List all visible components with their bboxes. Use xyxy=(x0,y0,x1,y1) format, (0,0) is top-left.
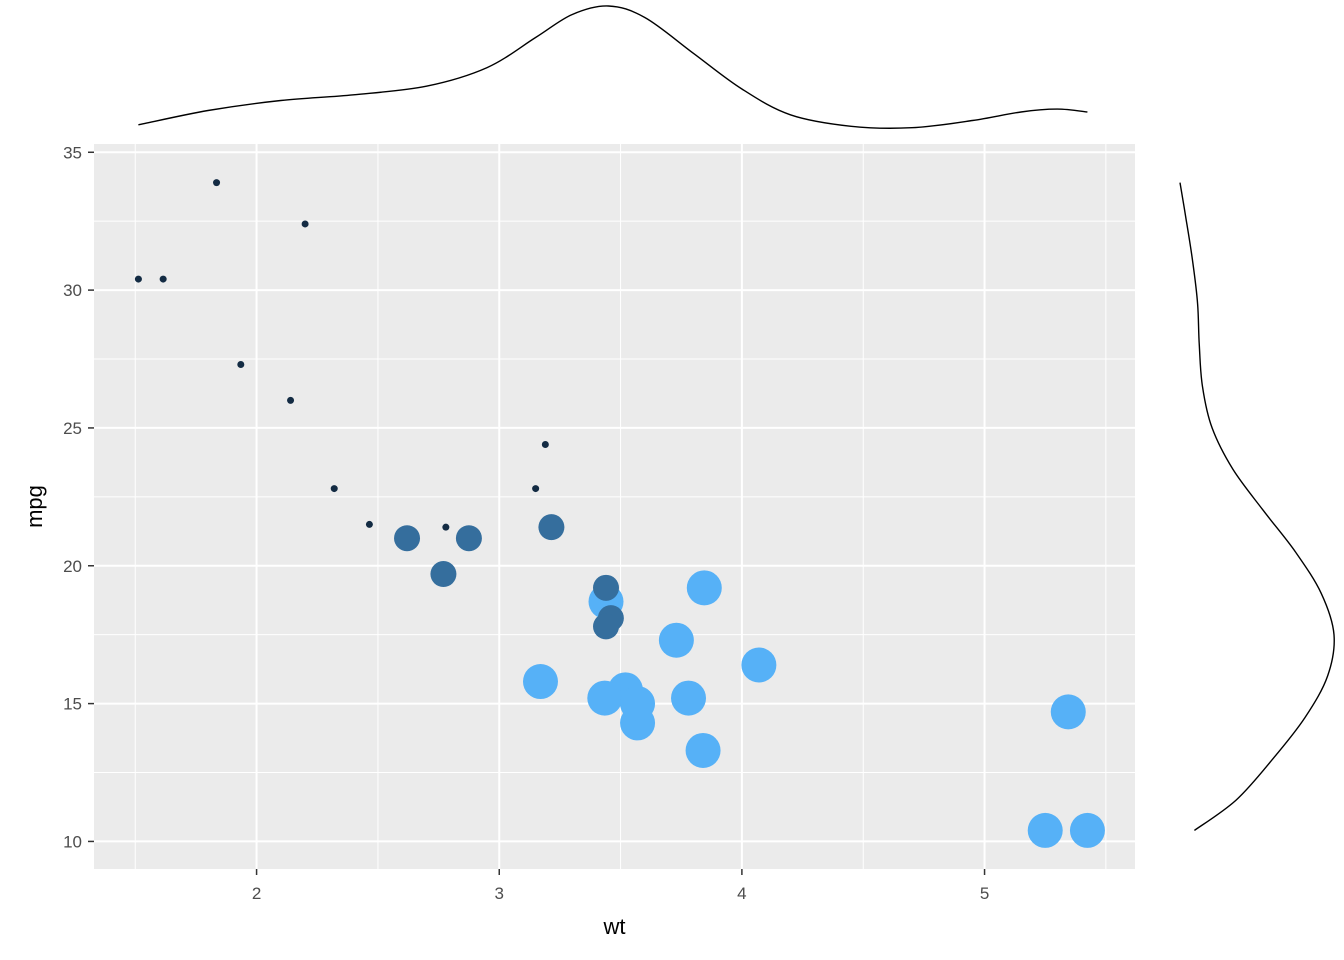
data-point xyxy=(658,622,694,658)
data-point xyxy=(430,561,457,588)
top-marginal-density xyxy=(138,5,1088,129)
y-axis-title: mpg xyxy=(22,485,47,528)
data-point xyxy=(365,520,373,528)
x-tick-label: 3 xyxy=(495,884,504,903)
data-point xyxy=(442,523,450,531)
data-point xyxy=(237,361,245,369)
y-tick-label: 25 xyxy=(63,419,82,438)
data-point xyxy=(541,440,549,448)
x-tick-label: 5 xyxy=(980,884,989,903)
data-point xyxy=(741,647,777,683)
y-tick-label: 30 xyxy=(63,281,82,300)
data-point xyxy=(1027,812,1063,848)
data-point xyxy=(159,275,167,283)
panel-background xyxy=(94,144,1135,869)
data-point xyxy=(593,613,620,640)
data-point xyxy=(287,396,295,404)
y-tick-label: 10 xyxy=(63,832,82,851)
plot-panel xyxy=(94,144,1135,869)
x-tick-label: 4 xyxy=(737,884,746,903)
y-tick-label: 20 xyxy=(63,557,82,576)
data-point xyxy=(134,275,142,283)
data-point xyxy=(213,179,221,187)
data-point xyxy=(522,664,558,700)
data-point xyxy=(587,680,623,716)
data-point xyxy=(1050,694,1086,730)
y-tick-label: 35 xyxy=(63,143,82,162)
right-marginal-density xyxy=(1179,182,1335,831)
data-point xyxy=(455,525,482,552)
data-point xyxy=(671,680,707,716)
data-point xyxy=(593,574,620,601)
data-point xyxy=(620,686,656,722)
x-tick-label: 2 xyxy=(252,884,261,903)
right-density-line xyxy=(1179,182,1335,831)
grid-lines xyxy=(94,144,1135,869)
data-points xyxy=(134,179,1105,848)
data-point xyxy=(394,525,421,552)
axes: 2 3 4 5 10 15 20 25 30 35 xyxy=(63,143,989,903)
data-point xyxy=(301,220,309,228)
data-point xyxy=(1069,812,1105,848)
data-point xyxy=(686,570,722,606)
data-point xyxy=(685,732,721,768)
data-point xyxy=(532,485,540,493)
data-point xyxy=(538,514,565,541)
x-axis-title: wt xyxy=(603,914,626,939)
top-density-line xyxy=(138,5,1088,129)
data-point xyxy=(330,485,338,493)
y-tick-label: 15 xyxy=(63,695,82,714)
